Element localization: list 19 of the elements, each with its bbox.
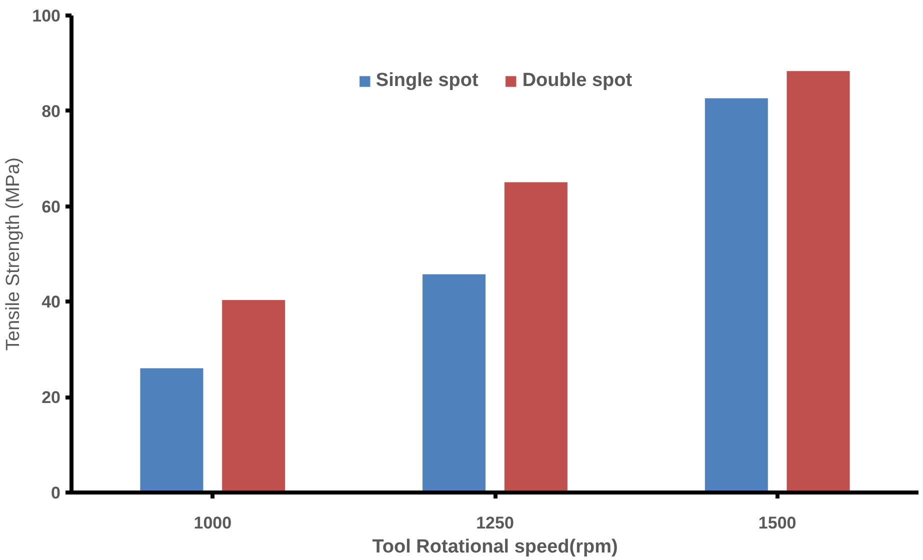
y-axis-title: Tensile Strength (MPa) bbox=[3, 157, 24, 351]
x-tick-label: 1500 bbox=[758, 514, 796, 532]
bar bbox=[786, 70, 850, 492]
bar bbox=[140, 368, 204, 492]
legend-label: Double spot bbox=[522, 70, 632, 92]
y-tick-label: 20 bbox=[42, 388, 61, 408]
y-tick-label: 40 bbox=[42, 292, 61, 312]
bar bbox=[704, 98, 768, 492]
y-tick-label: 60 bbox=[42, 197, 61, 216]
x-tick-label: 1000 bbox=[194, 514, 232, 532]
y-tick-label: 100 bbox=[32, 6, 61, 26]
y-tick-label: 80 bbox=[42, 102, 61, 121]
bar bbox=[222, 300, 286, 492]
legend-label: Single spot bbox=[376, 70, 478, 92]
bar bbox=[504, 182, 568, 492]
y-tick-label: 0 bbox=[51, 484, 61, 502]
x-axis-title: Tool Rotational speed(rpm) bbox=[372, 536, 618, 558]
x-tick-label: 1250 bbox=[476, 514, 514, 532]
bar bbox=[422, 274, 486, 492]
